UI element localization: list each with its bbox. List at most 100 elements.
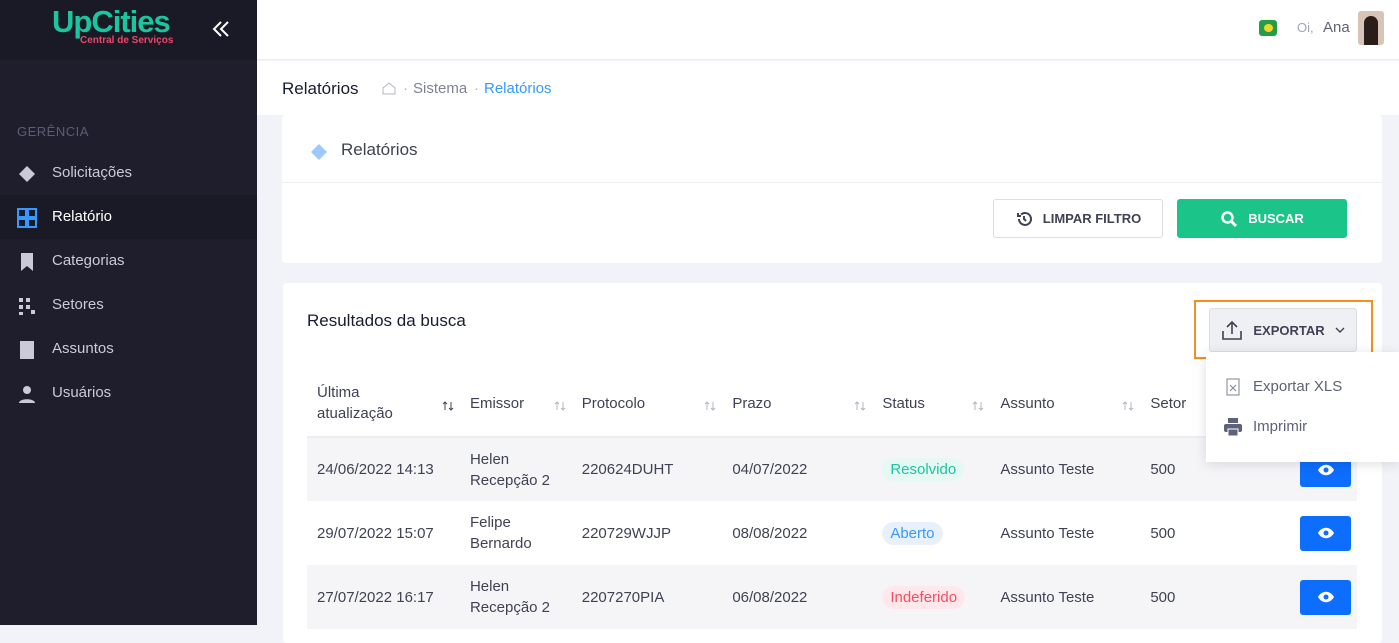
breadcrumb-item[interactable]: Relatórios	[484, 80, 552, 97]
header-label: Protocolo	[581, 394, 646, 412]
menu-item[interactable]: Imprimir	[1206, 412, 1399, 442]
menu-icon	[21, 253, 33, 271]
menu-item[interactable]: Assuntos	[0, 327, 257, 371]
view-button[interactable]	[1300, 515, 1352, 551]
cell-text: 27/07/2022 16:17	[317, 588, 434, 606]
status-badge: Resolvido	[882, 458, 965, 481]
sidebar: UpCities Central de Serviços GERÊNCIA So…	[0, 0, 257, 625]
export-button[interactable]: EXPORTAR	[1209, 308, 1357, 352]
cell-text: 08/08/2022	[732, 524, 808, 542]
menu-icon	[20, 341, 34, 359]
breadcrumb-bar: Relatórios · Sistema · Relatórios	[257, 61, 1399, 115]
menu-label: Usuários	[52, 384, 112, 401]
menu-label: Assuntos	[52, 340, 114, 357]
clear-filter-button[interactable]: LIMPAR FILTRO	[993, 199, 1163, 238]
column-header[interactable]: Status	[872, 370, 991, 438]
cell-text: 29/07/2022 15:07	[317, 524, 434, 542]
menu-item[interactable]: Solicitações	[0, 151, 257, 195]
panel-icon	[311, 144, 327, 160]
home-icon[interactable]	[381, 81, 397, 95]
export-menu: Exportar XLS Imprimir	[1206, 352, 1399, 462]
search-button[interactable]: BUSCAR	[1177, 199, 1347, 238]
header-label: Assunto	[1000, 394, 1055, 412]
menu-icon	[19, 166, 35, 182]
table-cell: Assunto Teste	[990, 437, 1141, 501]
column-header[interactable]: Última atualização	[307, 370, 460, 438]
header-label: Última atualização	[317, 384, 393, 422]
table-cell: Indeferido	[872, 565, 991, 629]
search-icon	[1221, 210, 1238, 227]
cell-text: 500	[1150, 588, 1176, 606]
language-flag[interactable]	[1259, 20, 1277, 36]
column-header[interactable]: Emissor	[459, 370, 572, 438]
table-row: 29/07/2022 15:07 Felipe Bernardo 220729WJJ…	[307, 501, 1357, 565]
results-panel: Resultados da busca Última atualização Em…	[283, 283, 1382, 643]
top-bar: Oi, Ana	[257, 0, 1399, 60]
menu-item[interactable]: Categorias	[0, 239, 257, 283]
breadcrumb-item[interactable]: Sistema	[413, 80, 468, 97]
logo[interactable]: UpCities	[52, 4, 171, 39]
menu-label: Setores	[52, 296, 104, 313]
cell-text: Assunto Teste	[1000, 461, 1095, 478]
table-cell	[1290, 565, 1357, 629]
view-button[interactable]	[1300, 579, 1352, 615]
table-cell: 220729WJJP	[572, 501, 723, 565]
sort-arrows	[972, 401, 984, 411]
cell-text: Felipe Bernardo	[469, 514, 532, 552]
header-label: Status	[882, 394, 925, 412]
results-title: Resultados da busca	[307, 311, 466, 330]
chevron-icon	[1335, 327, 1345, 333]
menu-label: Relatório	[52, 208, 113, 225]
cell-text: 2207270PIA	[581, 588, 665, 606]
header-label: Setor	[1150, 394, 1187, 412]
menu-item[interactable]: Setores	[0, 283, 257, 327]
table-cell: 220624DUHT	[571, 437, 723, 501]
table-cell: 06/08/2022	[722, 565, 873, 629]
status-badge: Indeferido	[882, 585, 966, 609]
menu-icon	[19, 386, 35, 403]
xls-icon	[1226, 378, 1240, 396]
cell-text: 500	[1150, 524, 1176, 542]
user-name[interactable]: Ana	[1323, 19, 1350, 36]
table-row: 27/07/2022 16:17 Helen Recepção 2 2207270P…	[307, 565, 1357, 629]
cell-text: 220729WJJP	[581, 524, 671, 542]
table-cell: 500	[1140, 565, 1291, 629]
table-cell: 04/07/2022	[722, 437, 873, 501]
menu-item[interactable]: Relatório	[0, 195, 257, 239]
button-label: EXPORTAR	[1253, 322, 1325, 338]
logo-area: UpCities Central de Serviços	[0, 0, 257, 60]
menu-item[interactable]: Usuários	[0, 371, 257, 415]
upload-icon	[1222, 320, 1243, 340]
cell-text: 24/06/2022 14:13	[317, 461, 434, 478]
sort-icon	[1122, 401, 1134, 411]
column-header[interactable]: Protocolo	[571, 370, 723, 438]
table-row: 24/06/2022 14:13 Helen Recepção 2 220624DU…	[307, 437, 1357, 501]
logo-tagline: Central de Serviços	[80, 35, 174, 46]
cell-text: Helen Recepção 2	[469, 578, 551, 616]
table-cell: Helen Recepção 2	[459, 565, 572, 629]
table-cell: Helen Recepção 2	[459, 437, 572, 501]
menu-item[interactable]: Exportar XLS	[1206, 372, 1399, 402]
icon-shape	[19, 386, 35, 403]
sort-arrows	[442, 401, 454, 411]
clear-icon	[1016, 211, 1032, 226]
table-cell: 500	[1140, 501, 1290, 565]
avatar[interactable]	[1358, 11, 1384, 45]
sort-arrows	[554, 401, 566, 411]
table-cell: 2207270PIA	[571, 565, 723, 629]
greeting: Oi,	[1297, 20, 1314, 35]
cell-text: 220624DUHT	[581, 461, 674, 478]
collapse-button[interactable]	[212, 20, 230, 38]
sort-icon	[704, 401, 716, 411]
table-cell: Resolvido	[872, 437, 991, 501]
table-cell: 27/07/2022 16:17	[307, 565, 460, 629]
menu-icon	[17, 208, 37, 228]
column-header[interactable]: Prazo	[722, 370, 873, 438]
column-header[interactable]: Assunto	[990, 370, 1141, 438]
table-cell	[1290, 501, 1357, 565]
separator: ·	[474, 80, 479, 97]
menu-label: Solicitações	[52, 164, 133, 181]
eye-icon	[1317, 464, 1334, 475]
button-label: BUSCAR	[1248, 211, 1304, 226]
